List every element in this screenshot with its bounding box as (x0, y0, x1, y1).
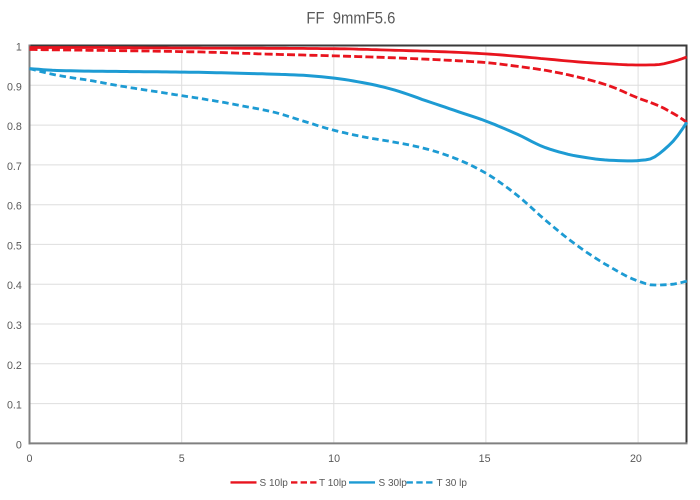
svg-text:0.7: 0.7 (7, 161, 22, 173)
svg-text:0.5: 0.5 (7, 240, 22, 252)
svg-text:FF 9mmF5.6: FF 9mmF5.6 (306, 9, 395, 28)
svg-text:S 10lp: S 10lp (260, 478, 289, 489)
svg-text:0.4: 0.4 (7, 280, 22, 292)
svg-text:0.2: 0.2 (7, 360, 22, 372)
svg-text:T 30 lp: T 30 lp (437, 478, 468, 489)
svg-text:5: 5 (179, 453, 185, 465)
svg-text:0.8: 0.8 (7, 121, 22, 133)
svg-text:10: 10 (328, 453, 340, 465)
svg-text:0: 0 (27, 453, 33, 465)
svg-text:0.9: 0.9 (7, 81, 22, 93)
svg-text:15: 15 (479, 453, 491, 465)
svg-text:0.1: 0.1 (7, 400, 22, 412)
svg-text:0.3: 0.3 (7, 320, 22, 332)
svg-text:0: 0 (16, 439, 22, 451)
svg-text:T 10lp: T 10lp (319, 478, 347, 489)
svg-text:1: 1 (16, 42, 22, 54)
svg-text:20: 20 (630, 453, 642, 465)
svg-text:0.6: 0.6 (7, 201, 22, 213)
svg-text:S 30lp: S 30lp (379, 478, 408, 489)
